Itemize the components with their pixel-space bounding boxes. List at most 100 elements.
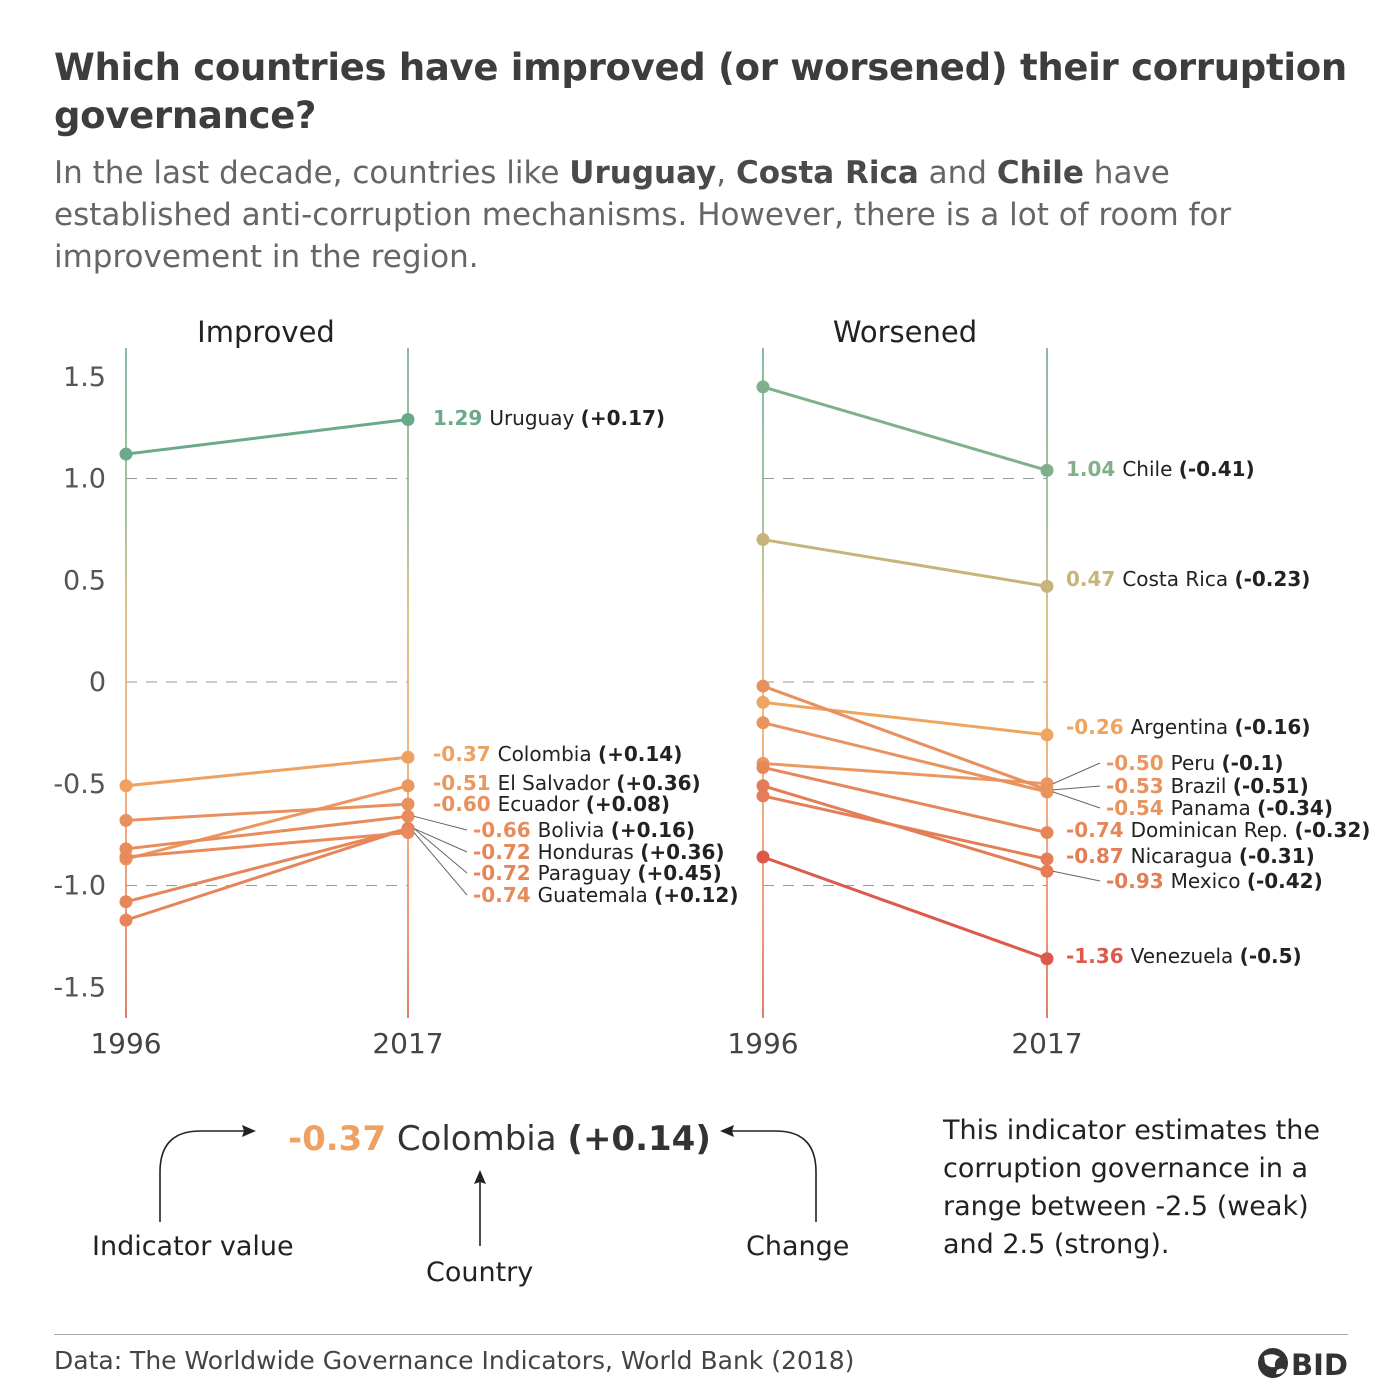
data-label-value: 0.47: [1066, 567, 1122, 591]
subtitle-text-2: have established anti-corruption mechani…: [54, 155, 1232, 275]
data-label-value: -0.54: [1106, 796, 1171, 820]
data-label-argentina: -0.26 Argentina (-0.16): [1066, 715, 1310, 739]
series-line-costa-rica: [762, 538, 1048, 588]
series-line-mexico: [762, 784, 1048, 873]
data-label-value: -0.66: [473, 818, 538, 842]
point-2017-costa-rica: [1040, 579, 1054, 593]
data-label-change: (-0.1): [1222, 751, 1284, 775]
legend-example-change: (+0.14): [567, 1119, 710, 1159]
chart-subtitle: In the last decade, countries like Urugu…: [54, 152, 1354, 278]
data-label-paraguay: -0.72 Paraguay (+0.45): [473, 861, 722, 885]
point-1996-costa-rica: [756, 533, 770, 547]
y-tick-label: -1.0: [53, 871, 106, 902]
data-label-ecuador: -0.60 Ecuador (+0.08): [433, 792, 670, 816]
point-2017-guatemala: [401, 826, 415, 840]
data-label-honduras: -0.72 Honduras (+0.36): [473, 840, 725, 864]
data-label-value: -0.51: [433, 771, 498, 795]
y-tick-label: -1.5: [53, 972, 106, 1003]
data-label-change: (-0.5): [1240, 944, 1302, 968]
data-label-value: -0.74: [473, 883, 538, 907]
leader-line-panama: [1052, 791, 1101, 809]
point-1996-venezuela: [756, 850, 770, 864]
point-2017-argentina: [1040, 728, 1054, 742]
data-label-dominican-rep: -0.74 Dominican Rep. (-0.32): [1066, 818, 1370, 842]
data-label-change: (+0.17): [581, 406, 665, 430]
series-line-panama: [762, 721, 1048, 794]
y-tick-label: -0.5: [53, 769, 106, 800]
x-label-1996: 1996: [90, 1027, 161, 1060]
data-label-nicaragua: -0.87 Nicaragua (-0.31): [1066, 844, 1315, 868]
x-label-2017: 2017: [372, 1027, 443, 1060]
y-tick-label: 1.5: [63, 362, 106, 393]
leader-line-guatemala: [413, 832, 468, 896]
data-label-value: 1.29: [433, 406, 489, 430]
data-label-country: Peru: [1171, 751, 1222, 775]
data-label-country: Honduras: [538, 840, 641, 864]
series-line-dominican-rep: [762, 766, 1048, 835]
series-line-colombia: [125, 755, 409, 788]
point-2017-chile: [1040, 463, 1054, 477]
data-label-panama: -0.54 Panama (-0.34): [1106, 796, 1333, 820]
subtitle-sep-1: ,: [716, 155, 736, 191]
point-1996-paraguay: [119, 913, 133, 927]
data-label-venezuela: -1.36 Venezuela (-0.5): [1066, 944, 1302, 968]
data-label-el-salvador: -0.51 El Salvador (+0.36): [433, 771, 701, 795]
data-label-value: -0.74: [1066, 818, 1131, 842]
leader-line-peru: [1052, 762, 1101, 785]
leader-line-mexico: [1052, 870, 1101, 882]
legend-value-arrow: [159, 1130, 246, 1222]
point-1996-colombia: [119, 779, 133, 793]
data-label-change: (+0.36): [616, 771, 700, 795]
data-label-value: -0.60: [433, 792, 498, 816]
chart-title: Which countries have improved (or worsen…: [54, 46, 1347, 137]
legend-change-caption: Change: [746, 1231, 849, 1262]
data-label-country: Nicaragua: [1131, 844, 1239, 868]
data-label-country: Guatemala: [538, 883, 654, 907]
y-tick-label: 0: [89, 667, 106, 698]
series-line-ecuador: [125, 802, 409, 822]
data-label-value: -0.72: [473, 840, 538, 864]
series-line-venezuela: [762, 855, 1048, 961]
data-label-value: -0.72: [473, 861, 538, 885]
point-1996-guatemala: [119, 850, 133, 864]
legend-country-arrowhead: [474, 1170, 486, 1184]
data-label-change: (-0.23): [1234, 567, 1310, 591]
data-label-change: (-0.32): [1295, 818, 1371, 842]
point-2017-panama: [1040, 785, 1054, 799]
data-label-country: Uruguay: [489, 406, 580, 430]
series-line-chile: [762, 385, 1048, 472]
data-label-country: Colombia: [498, 742, 598, 766]
leader-line-brazil: [1052, 785, 1101, 791]
bid-logo: BID: [1256, 1345, 1351, 1385]
data-label-change: (+0.08): [586, 792, 670, 816]
point-1996-nicaragua: [756, 789, 770, 803]
legend-value-caption: Indicator value: [92, 1231, 294, 1262]
subtitle-country-chile: Chile: [996, 155, 1084, 191]
data-label-colombia: -0.37 Colombia (+0.14): [433, 742, 682, 766]
source-text: Data: The Worldwide Governance Indicator…: [54, 1346, 855, 1375]
point-2017-colombia: [401, 750, 415, 764]
point-1996-mexico: [756, 779, 770, 793]
series-line-argentina: [762, 700, 1048, 737]
data-label-costa-rica: 0.47 Costa Rica (-0.23): [1066, 567, 1310, 591]
series-line-paraguay: [125, 827, 409, 922]
legend-change-arrowhead: [720, 1125, 734, 1137]
footer-divider: [54, 1334, 1348, 1335]
data-label-brazil: -0.53 Brazil (-0.51): [1106, 774, 1309, 798]
data-label-guatemala: -0.74 Guatemala (+0.12): [473, 883, 738, 907]
data-label-country: Bolivia: [538, 818, 611, 842]
data-label-value: 1.04: [1066, 457, 1122, 481]
legend-country-caption: Country: [426, 1257, 533, 1288]
point-2017-mexico: [1040, 864, 1054, 878]
data-label-value: -0.93: [1106, 869, 1171, 893]
point-2017-bolivia: [401, 809, 415, 823]
legend-change-arrow: [730, 1130, 817, 1222]
series-line-honduras: [125, 827, 409, 904]
data-label-value: -0.37: [433, 742, 498, 766]
data-label-change: (+0.45): [637, 861, 721, 885]
data-label-uruguay: 1.29 Uruguay (+0.17): [433, 406, 665, 430]
point-1996-dominican-rep: [756, 760, 770, 774]
leader-line-honduras: [413, 828, 468, 853]
data-label-country: El Salvador: [498, 771, 617, 795]
data-label-mexico: -0.93 Mexico (-0.42): [1106, 869, 1323, 893]
